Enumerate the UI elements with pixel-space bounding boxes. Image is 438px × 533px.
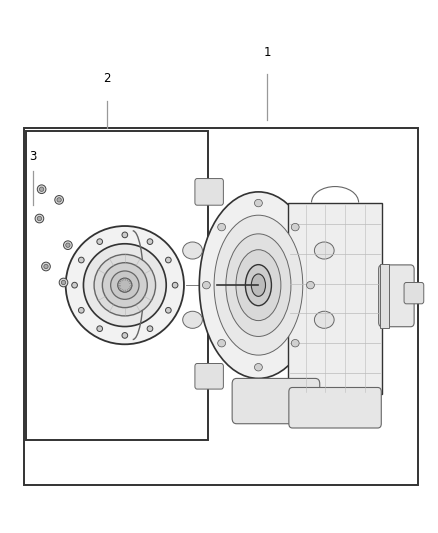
Ellipse shape <box>122 333 127 338</box>
Ellipse shape <box>147 239 153 245</box>
Ellipse shape <box>66 226 184 344</box>
Ellipse shape <box>94 254 155 316</box>
Ellipse shape <box>314 311 334 328</box>
Text: 3: 3 <box>29 150 36 163</box>
Ellipse shape <box>102 263 147 308</box>
Ellipse shape <box>226 234 291 336</box>
Ellipse shape <box>44 264 48 269</box>
Ellipse shape <box>37 185 46 193</box>
Ellipse shape <box>214 215 303 355</box>
Ellipse shape <box>147 326 153 332</box>
Ellipse shape <box>251 274 265 296</box>
Ellipse shape <box>218 223 226 231</box>
Ellipse shape <box>183 242 202 259</box>
Ellipse shape <box>64 241 72 249</box>
Ellipse shape <box>35 214 44 223</box>
Ellipse shape <box>218 340 226 347</box>
Ellipse shape <box>118 278 132 292</box>
Ellipse shape <box>254 364 262 371</box>
Ellipse shape <box>72 282 78 288</box>
Ellipse shape <box>111 271 139 300</box>
Text: 1: 1 <box>263 46 271 59</box>
Ellipse shape <box>166 308 171 313</box>
Ellipse shape <box>172 282 178 288</box>
FancyBboxPatch shape <box>195 179 223 205</box>
Ellipse shape <box>42 262 50 271</box>
Ellipse shape <box>83 244 166 327</box>
Ellipse shape <box>166 257 171 263</box>
Ellipse shape <box>122 232 127 238</box>
FancyBboxPatch shape <box>289 387 381 428</box>
Ellipse shape <box>202 281 210 289</box>
FancyBboxPatch shape <box>378 265 414 327</box>
Ellipse shape <box>59 278 68 287</box>
Ellipse shape <box>307 281 314 289</box>
Ellipse shape <box>55 196 64 204</box>
Ellipse shape <box>254 199 262 207</box>
Ellipse shape <box>78 308 84 313</box>
Ellipse shape <box>61 280 66 285</box>
Ellipse shape <box>97 326 102 332</box>
Bar <box>380 264 389 328</box>
Bar <box>288 203 382 394</box>
FancyBboxPatch shape <box>232 378 320 424</box>
Bar <box>26 131 208 440</box>
Ellipse shape <box>57 198 61 202</box>
Ellipse shape <box>236 249 281 321</box>
Ellipse shape <box>39 187 44 191</box>
Ellipse shape <box>66 243 70 247</box>
Ellipse shape <box>78 257 84 263</box>
Ellipse shape <box>245 265 272 306</box>
FancyBboxPatch shape <box>195 364 223 389</box>
Ellipse shape <box>183 311 202 328</box>
Ellipse shape <box>291 223 299 231</box>
Ellipse shape <box>97 239 102 245</box>
Ellipse shape <box>199 192 318 378</box>
Ellipse shape <box>37 216 42 221</box>
FancyBboxPatch shape <box>404 282 424 304</box>
Bar <box>24 128 418 485</box>
Ellipse shape <box>291 340 299 347</box>
Text: 2: 2 <box>103 72 111 85</box>
Ellipse shape <box>314 242 334 259</box>
